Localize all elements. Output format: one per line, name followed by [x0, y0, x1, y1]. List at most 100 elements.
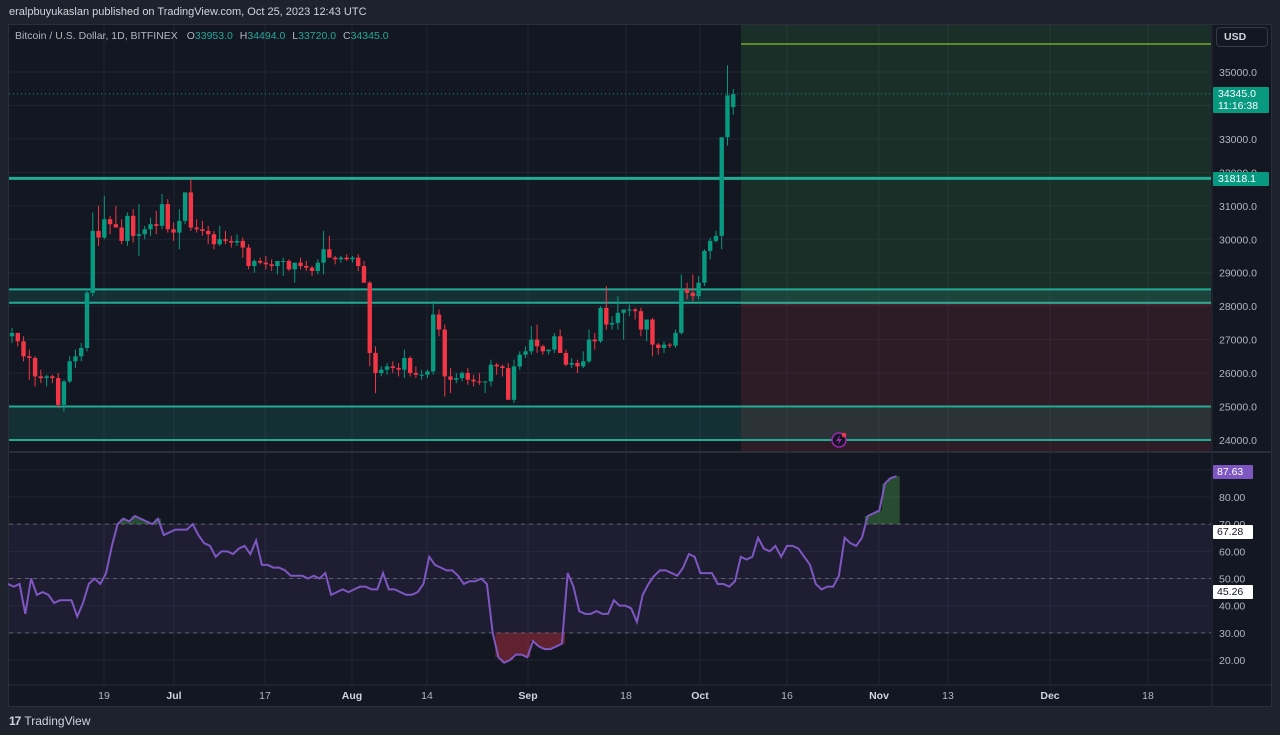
- candle-body: [488, 364, 494, 382]
- candle-body: [644, 319, 649, 330]
- close-label: C: [343, 30, 351, 42]
- candle-body: [298, 262, 303, 267]
- candle-body: [269, 264, 274, 267]
- candle-body: [194, 227, 199, 230]
- candle-body: [731, 93, 736, 108]
- candle-body: [188, 192, 194, 228]
- candle-body: [673, 332, 678, 346]
- candle-body: [292, 262, 297, 270]
- low-value: 33720.0: [298, 30, 337, 42]
- level-price-tag: 31818.1: [1213, 172, 1269, 186]
- rsi-tick-label: 60.00: [1219, 546, 1245, 558]
- loss-zone: [741, 302, 1211, 452]
- candle-body: [540, 346, 546, 352]
- time-tick-label: 17: [259, 690, 271, 702]
- candle-body: [309, 267, 315, 272]
- candle-body: [679, 289, 684, 333]
- candle-body: [661, 344, 667, 348]
- candle-body: [448, 376, 453, 380]
- candle-body: [280, 260, 286, 262]
- last-price-value: 34345.0: [1218, 88, 1256, 100]
- rsi-oversold-fill: [495, 632, 566, 663]
- candle-body: [431, 314, 436, 372]
- time-tick-label: Nov: [869, 690, 889, 702]
- candle-body: [177, 220, 182, 233]
- candle-body: [402, 357, 407, 370]
- candle-body: [702, 250, 707, 283]
- candle-body: [482, 381, 488, 383]
- price-tick-label: 25000.0: [1219, 402, 1257, 414]
- candle-body: [609, 322, 615, 325]
- candle-body: [159, 204, 165, 226]
- candle-body: [719, 137, 724, 236]
- candle-body: [506, 368, 511, 400]
- rsi-line: [7, 475, 897, 664]
- time-tick-label: 18: [620, 690, 632, 702]
- candle-body: [154, 224, 159, 226]
- candle-body: [436, 314, 442, 330]
- high-value: 34494.0: [247, 30, 286, 42]
- candle-body: [419, 374, 424, 376]
- candle-body: [725, 95, 730, 138]
- candle-body: [200, 229, 205, 231]
- candle-body: [390, 366, 396, 369]
- candle-body: [44, 376, 49, 379]
- candle-body: [384, 366, 390, 370]
- candle-body: [130, 215, 136, 236]
- candle-body: [621, 309, 626, 313]
- time-tick-label: Aug: [342, 690, 362, 702]
- symbol-title[interactable]: Bitcoin / U.S. Dollar, 1D, BITFINEX: [15, 30, 178, 42]
- candle-body: [690, 292, 696, 297]
- rsi-tick-label: 40.00: [1219, 601, 1245, 613]
- candle-body: [356, 257, 361, 267]
- rsi-tick-label: 50.00: [1219, 574, 1245, 586]
- candle-body: [73, 356, 78, 362]
- candle-body: [38, 376, 44, 379]
- candle-body: [627, 309, 632, 311]
- candle-body: [477, 381, 482, 383]
- candle-body: [546, 349, 551, 352]
- candle-body: [586, 339, 592, 362]
- candle-body: [50, 376, 55, 379]
- candle-body: [263, 262, 269, 265]
- candle-body: [84, 292, 90, 348]
- tradingview-logo[interactable]: 17 TradingView: [9, 714, 90, 728]
- rsi-tick-label: 80.00: [1219, 492, 1245, 504]
- price-tick-label: 31000.0: [1219, 201, 1257, 213]
- candle-body: [563, 352, 569, 365]
- candle-body: [413, 373, 419, 375]
- candle-body: [327, 249, 332, 258]
- candle-body: [465, 373, 471, 380]
- candle-body: [182, 192, 188, 221]
- candle-body: [223, 239, 228, 241]
- candle-body: [252, 260, 257, 267]
- currency-button[interactable]: USD: [1216, 27, 1268, 47]
- open-label: O: [186, 30, 195, 42]
- chart-legend: Bitcoin / U.S. Dollar, 1D, BITFINEX O339…: [15, 30, 389, 42]
- time-tick-label: 14: [421, 690, 433, 702]
- last-price-tag: 34345.0 11:16:38: [1213, 87, 1269, 113]
- time-tick-label: 16: [781, 690, 793, 702]
- candle-body: [107, 219, 113, 225]
- rsi-upper-tag: 67.28: [1213, 525, 1253, 539]
- bar-countdown: 11:16:38: [1218, 100, 1259, 112]
- candle-body: [604, 307, 609, 325]
- time-axis[interactable]: 19 Jul 17 Aug 14 Sep 18 Oct 16 Nov 13 Dec 18: [98, 690, 1154, 702]
- price-tick-label: 28000.0: [1219, 301, 1257, 313]
- candle-body: [90, 230, 95, 293]
- footer: [0, 707, 1280, 735]
- candle-body: [592, 339, 597, 342]
- candle-body: [9, 332, 15, 337]
- time-tick-label: Sep: [518, 690, 537, 702]
- candle-body: [61, 381, 67, 405]
- close-value: 34345.0: [350, 30, 389, 42]
- chart-frame[interactable]: [8, 24, 1272, 707]
- candle-body: [304, 266, 309, 268]
- candle-body: [338, 257, 344, 260]
- candle-body: [511, 366, 517, 400]
- candle-body: [217, 239, 222, 245]
- support-zone: [9, 406, 1211, 440]
- candle-body: [79, 347, 84, 357]
- time-tick-label: 19: [98, 690, 110, 702]
